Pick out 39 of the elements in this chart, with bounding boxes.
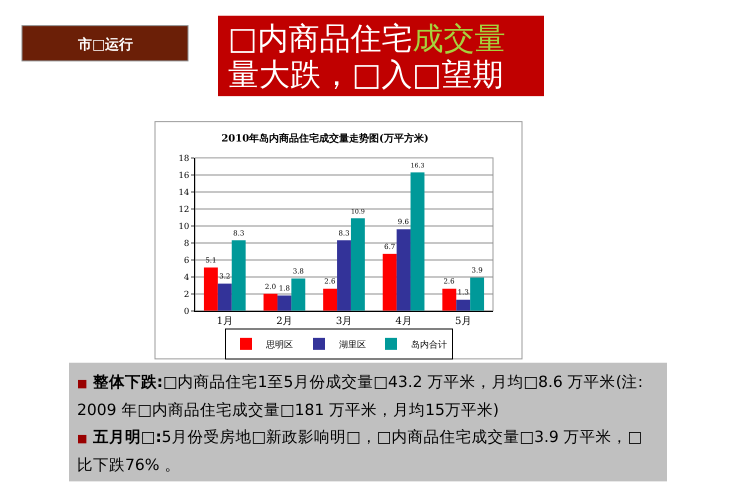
bar [337,240,351,311]
legend-label: 思明区 [265,339,293,350]
bar [382,254,397,311]
x-tick-label: 2月 [276,316,293,327]
bar [323,288,338,311]
y-tick-label: 2 [184,290,190,300]
bar [264,294,278,311]
text: 成交量 [412,21,506,57]
x-tick-label: 3月 [336,316,352,327]
text: ■ 整体下跌: [77,373,164,391]
y-tick-label: 0 [184,306,190,317]
legend-label: 岛内合计 [411,339,447,350]
bar [277,295,292,311]
y-tick-label: 6 [184,256,190,266]
bar [410,172,424,311]
chart-title: 2010年岛内商品住宅成交量走势图(万平方米) [221,132,429,144]
y-tick-label: 8 [184,238,190,249]
text: ■ 五月明□: [77,428,162,446]
x-tick-label: 5月 [455,316,472,327]
y-tick-label: 12 [178,204,190,215]
text: 市□运行 [77,36,134,53]
y-tick-label: 4 [184,272,190,283]
x-tick-label: 4月 [395,316,412,327]
bar [350,218,365,311]
y-tick-label: 10 [178,222,190,232]
bar [218,284,232,311]
legend-label: 湖里区 [339,339,366,350]
y-tick-label: 18 [178,154,190,164]
bar [291,278,306,311]
bar [204,267,218,311]
y-tick-label: 16 [178,170,190,181]
bar [232,240,246,311]
y-tick-label: 14 [178,188,190,198]
x-tick-label: 1月 [216,316,233,327]
bar [456,300,470,311]
text: 量大跌，□入□望期 [228,57,504,93]
bar [442,288,456,311]
bar [470,278,484,311]
bar [396,229,411,311]
